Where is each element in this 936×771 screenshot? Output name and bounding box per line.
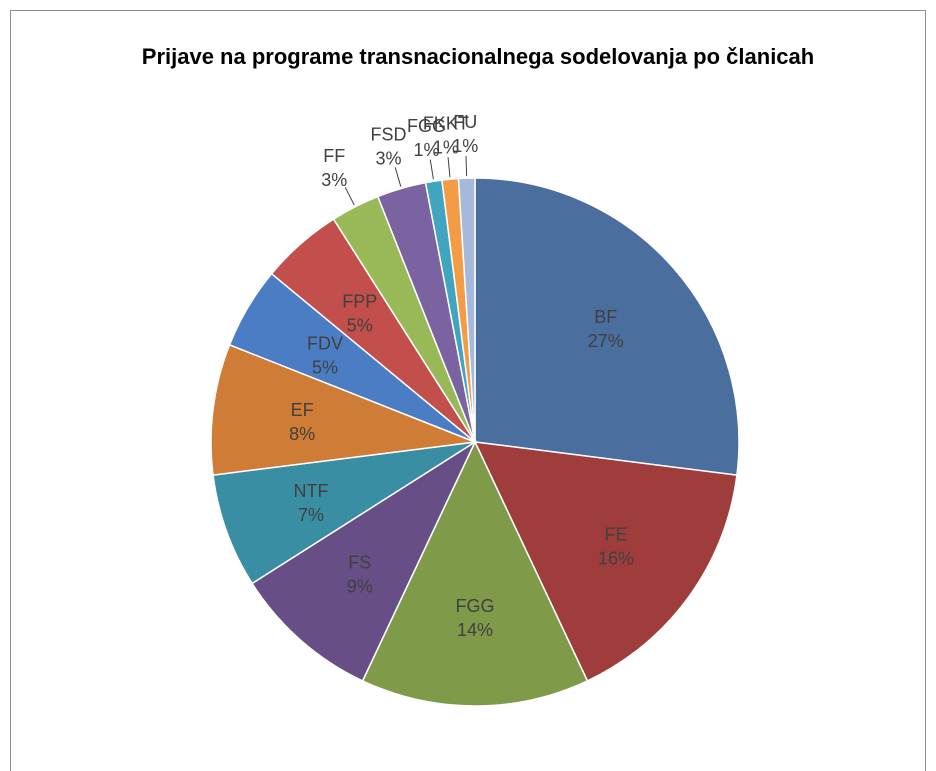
- data-label: FGG 1%: [407, 116, 446, 160]
- value-label: 1%: [413, 140, 439, 160]
- category-label: FPP: [342, 291, 377, 311]
- value-label: 1%: [452, 136, 478, 156]
- data-label: FGG 14%: [456, 596, 495, 640]
- data-label: FPP 5%: [342, 291, 377, 335]
- leader-line: [344, 186, 355, 206]
- pie-slice: [212, 441, 476, 585]
- data-label: BF 27%: [588, 307, 624, 351]
- value-label: 3%: [321, 170, 347, 190]
- leader-line: [447, 157, 451, 178]
- category-label: EF: [291, 400, 314, 420]
- category-label: FGG: [456, 596, 495, 616]
- data-label: FU 1%: [452, 112, 478, 156]
- category-label: FU: [453, 112, 477, 132]
- category-label: FSD: [371, 124, 407, 144]
- category-label: FS: [348, 553, 371, 573]
- data-label: FE 16%: [598, 524, 634, 568]
- category-label: FF: [323, 146, 345, 166]
- value-label: 8%: [289, 424, 315, 444]
- value-label: 5%: [312, 357, 338, 377]
- value-label: 7%: [298, 505, 324, 525]
- value-label: 3%: [376, 148, 402, 168]
- value-label: 27%: [588, 331, 624, 351]
- value-label: 5%: [347, 315, 373, 335]
- category-label: FE: [604, 524, 627, 544]
- category-label: FGG: [407, 116, 446, 136]
- data-label: FF 3%: [321, 146, 347, 190]
- category-label: NTF: [294, 481, 329, 501]
- leader-line: [394, 167, 402, 187]
- pie-slice: [474, 177, 740, 476]
- chart-title: Prijave na programe transnacionalnega so…: [141, 44, 815, 69]
- category-label: BF: [594, 307, 617, 327]
- pie-slice: [251, 439, 477, 682]
- data-label: FS 9%: [347, 553, 373, 597]
- category-label: FDV: [307, 333, 343, 353]
- value-label: 16%: [598, 548, 634, 568]
- leader-line: [465, 156, 468, 177]
- data-label: FSD 3%: [371, 124, 407, 168]
- leader-line: [429, 159, 434, 180]
- category-label: FKKT: [423, 113, 469, 133]
- pie-slice: [473, 441, 738, 682]
- data-label: NTF 7%: [294, 481, 329, 525]
- value-label: 1%: [433, 137, 459, 157]
- data-label: FKKT 1%: [423, 113, 469, 157]
- pie-slice: [457, 177, 476, 443]
- value-label: 9%: [347, 577, 373, 597]
- pie-slice: [210, 343, 476, 476]
- data-label: FDV 5%: [307, 333, 343, 377]
- value-label: 14%: [457, 620, 493, 640]
- frame: [10, 10, 926, 771]
- data-label: EF 8%: [289, 400, 315, 444]
- pie-slice: [361, 440, 589, 707]
